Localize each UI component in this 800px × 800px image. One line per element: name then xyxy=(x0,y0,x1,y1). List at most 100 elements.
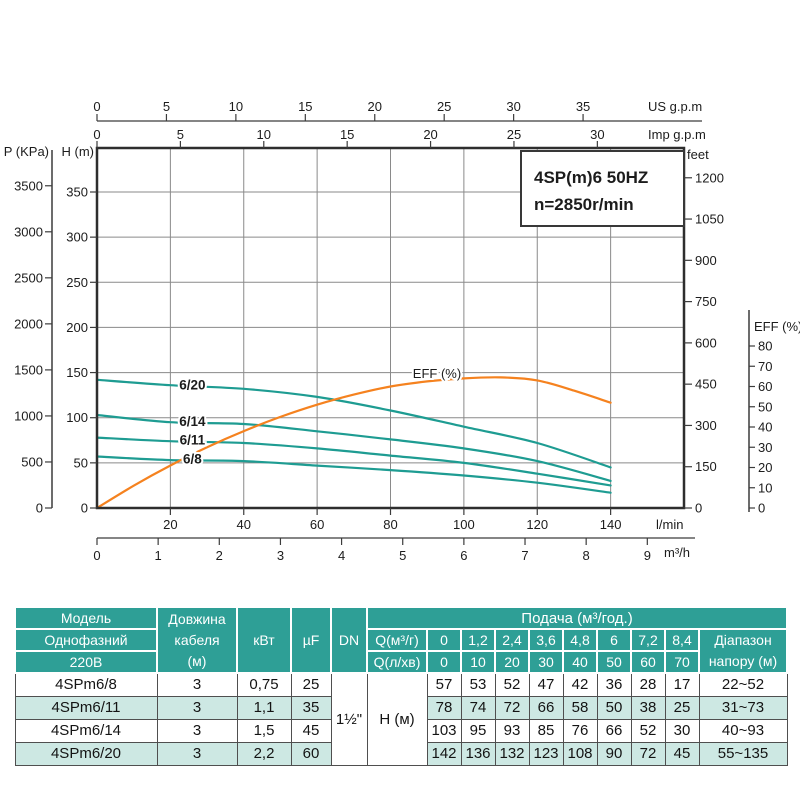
curve-label-6/8: 6/8 xyxy=(183,451,202,466)
p-axis-tick-label: 0 xyxy=(36,501,43,516)
head-curve-6/11 xyxy=(95,436,612,487)
header-cable-length: Довжина кабеля (м) xyxy=(156,606,238,674)
uf-cell: 45 xyxy=(290,718,332,743)
header-kw: кВт xyxy=(236,606,292,674)
head-value-cell: 28 xyxy=(630,672,666,697)
m3h-tick-label: 8 xyxy=(583,548,590,563)
head-value-cell: 52 xyxy=(494,672,530,697)
usgpm-tick-label: 0 xyxy=(93,99,100,114)
head-range-cell: 22~52 xyxy=(698,672,788,697)
impgpm-tick-label: 20 xyxy=(423,127,437,142)
p-axis-tick-label: 3500 xyxy=(14,178,43,193)
head-value-cell: 95 xyxy=(460,718,496,743)
eff-tick-label: 70 xyxy=(758,359,772,374)
lmin-tick-label: 60 xyxy=(310,517,324,532)
head-value-cell: 85 xyxy=(528,718,564,743)
impgpm-tick-label: 30 xyxy=(590,127,604,142)
h-axis-tick-label: 250 xyxy=(66,275,88,290)
head-value-cell: 108 xyxy=(562,741,598,766)
head-curve-6/8 xyxy=(95,455,612,494)
lmin-tick-label: 20 xyxy=(163,517,177,532)
curve-label-6/20: 6/20 xyxy=(179,377,205,392)
head-label-cell: Н (м) xyxy=(366,672,428,766)
head-value-cell: 57 xyxy=(426,672,462,697)
header-q-m3-value: 4,8 xyxy=(562,628,598,652)
feet-tick-label: 150 xyxy=(695,459,717,474)
feet-tick-label: 300 xyxy=(695,418,717,433)
cell-line: Діапазон xyxy=(714,632,772,648)
head-value-cell: 66 xyxy=(596,718,632,743)
header-q-lmin-value: 40 xyxy=(562,650,598,674)
eff-tick-label: 10 xyxy=(758,480,772,495)
m3h-tick-label: 2 xyxy=(216,548,223,563)
chart-subtitle: n=2850r/min xyxy=(534,195,634,214)
model-cell: 4SPm6/20 xyxy=(14,741,158,766)
eff-tick-label: 20 xyxy=(758,460,772,475)
head-value-cell: 90 xyxy=(596,741,632,766)
efficiency-curve xyxy=(95,376,612,510)
head-value-cell: 30 xyxy=(664,718,700,743)
m3h-axis-title: m³/h xyxy=(664,545,690,560)
cable-length-cell: 3 xyxy=(156,695,238,720)
head-value-cell: 50 xyxy=(596,695,632,720)
dn-value-cell: 1½" xyxy=(330,672,368,766)
header-uf: µF xyxy=(290,606,332,674)
uf-cell: 60 xyxy=(290,741,332,766)
header-voltage: 220В xyxy=(14,650,158,674)
header-q-m3-value: 1,2 xyxy=(460,628,496,652)
feet-tick-label: 1050 xyxy=(695,212,724,227)
model-cell: 4SPm6/11 xyxy=(14,695,158,720)
cell-line: кабеля xyxy=(174,631,220,648)
head-value-cell: 76 xyxy=(562,718,598,743)
eff-tick-label: 30 xyxy=(758,440,772,455)
feet-tick-label: 900 xyxy=(695,253,717,268)
h-axis-tick-label: 300 xyxy=(66,230,88,245)
model-cell: 4SPm6/14 xyxy=(14,718,158,743)
table-row: 4SPm6/20 3 2,2 60 142 136 132 123 108 90 72 45 55~13… xyxy=(14,741,788,766)
head-value-cell: 93 xyxy=(494,718,530,743)
usgpm-axis-title: US g.p.m xyxy=(648,99,702,114)
usgpm-tick-label: 30 xyxy=(506,99,520,114)
head-curve-6/14 xyxy=(95,413,612,482)
m3h-tick-label: 3 xyxy=(277,548,284,563)
m3h-tick-label: 4 xyxy=(338,548,345,563)
model-cell: 4SPm6/8 xyxy=(14,672,158,697)
head-value-cell: 25 xyxy=(664,695,700,720)
head-value-cell: 132 xyxy=(494,741,530,766)
head-range-cell: 31~73 xyxy=(698,695,788,720)
m3h-tick-label: 5 xyxy=(399,548,406,563)
curve-label-6/14: 6/14 xyxy=(179,414,206,429)
p-axis-tick-label: 2500 xyxy=(14,270,43,285)
p-axis-tick-label: 1500 xyxy=(14,362,43,377)
feet-tick-label: 600 xyxy=(695,335,717,350)
head-value-cell: 17 xyxy=(664,672,700,697)
usgpm-tick-label: 15 xyxy=(298,99,312,114)
feet-tick-label: 450 xyxy=(695,377,717,392)
header-q-m3-value: 8,4 xyxy=(664,628,700,652)
m3h-tick-label: 0 xyxy=(93,548,100,563)
head-value-cell: 78 xyxy=(426,695,462,720)
cell-line: напору (м) xyxy=(708,653,778,669)
impgpm-tick-label: 0 xyxy=(93,127,100,142)
lmin-tick-label: 140 xyxy=(600,517,622,532)
h-axis-tick-label: 200 xyxy=(66,320,88,335)
header-q-lmin: Q(л/хв) xyxy=(366,650,428,674)
head-value-cell: 36 xyxy=(596,672,632,697)
header-model: Модель xyxy=(14,606,158,630)
header-q-lmin-value: 70 xyxy=(664,650,700,674)
chart-title: 4SP(m)6 50HZ xyxy=(534,168,648,187)
uf-cell: 25 xyxy=(290,672,332,697)
lmin-tick-label: 80 xyxy=(383,517,397,532)
impgpm-tick-label: 15 xyxy=(340,127,354,142)
h-axis-tick-label: 100 xyxy=(66,410,88,425)
p-axis-tick-label: 1000 xyxy=(14,408,43,423)
head-value-cell: 53 xyxy=(460,672,496,697)
kw-cell: 2,2 xyxy=(236,741,292,766)
cell-line: (м) xyxy=(187,652,207,669)
feet-tick-label: 750 xyxy=(695,294,717,309)
eff-tick-label: 80 xyxy=(758,339,772,354)
head-value-cell: 38 xyxy=(630,695,666,720)
head-value-cell: 72 xyxy=(494,695,530,720)
head-range-cell: 40~93 xyxy=(698,718,788,743)
m3h-tick-label: 7 xyxy=(521,548,528,563)
